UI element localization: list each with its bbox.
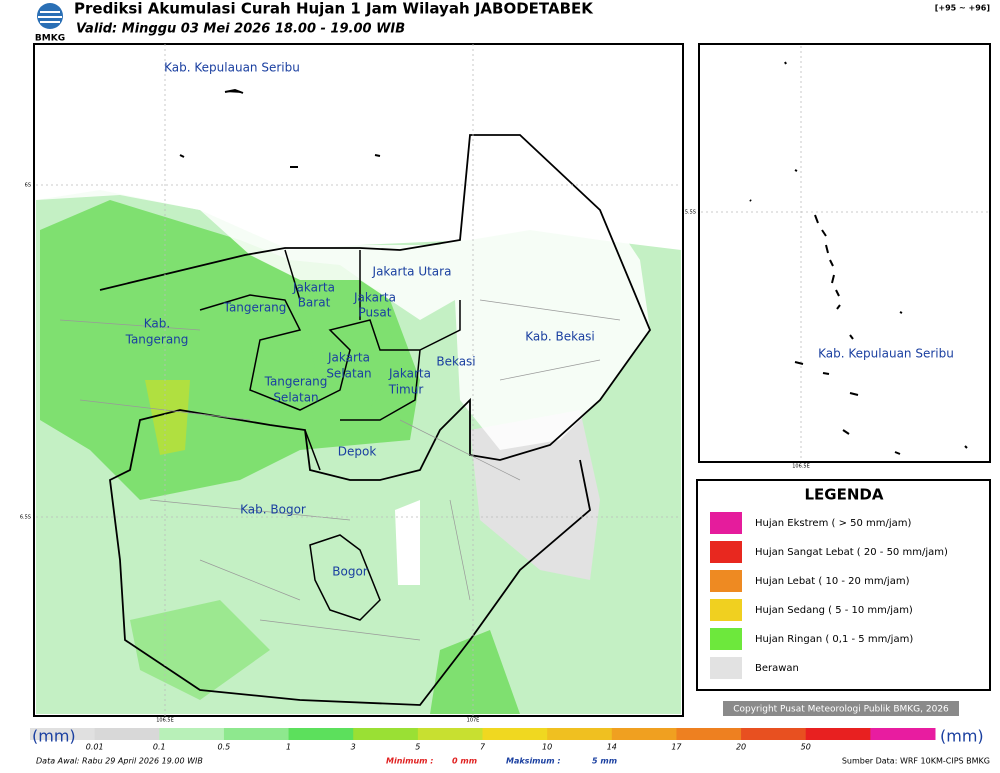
colorbar-segment [223,728,290,740]
colorbar-segment [547,728,613,740]
legend-box [696,479,991,691]
colorbar-unit: (mm) [32,727,76,746]
colorbar-segment [159,728,225,740]
region-label: Kab. [144,317,170,331]
colorbar-label: 20 [736,743,746,752]
lon-label: 106.5E [156,718,173,724]
colorbar-label: 17 [671,743,682,752]
region-label: Pusat [359,306,392,320]
colorbar-label: 0.01 [86,743,104,752]
colorbar-label: 10 [542,743,552,752]
legend-swatch [710,657,742,679]
colorbar-label: 1 [286,743,291,752]
colorbar-segment [611,728,677,740]
colorbar-label: 50 [801,743,811,752]
colorbar-label: 3 [351,743,356,752]
region-label: Timur [388,383,424,397]
colorbar-unit: (mm) [940,727,984,746]
colorbar-segment [482,728,548,740]
legend-label: Hujan Ringan ( 0,1 - 5 mm/jam) [755,634,913,645]
lat-label: 6.5S [20,515,31,521]
lon-label: 107E [467,718,480,724]
source: Sumber Data: WRF 10KM-CIPS BMKG [842,757,990,766]
legend-swatch [710,628,742,650]
colorbar-label: 14 [607,743,617,752]
legend-label: Hujan Sangat Lebat ( 20 - 50 mm/jam) [755,547,948,558]
colorbar-label: 7 [480,743,486,752]
region-label: Barat [298,296,331,310]
colorbar-label: 0.5 [218,743,231,752]
colorbar-segment [417,728,483,740]
colorbar-segment [870,728,936,740]
legend-swatch [710,599,742,621]
colorbar-segment [94,728,160,740]
region-label: Jakarta [327,351,370,365]
colorbar-segment [805,728,871,740]
region-label: Bekasi [436,355,475,369]
region-label: Tangerang [223,301,287,315]
region-label: Jakarta Utara [372,265,452,279]
legend-label: Hujan Sedang ( 5 - 10 mm/jam) [755,605,913,616]
region-label: Jakarta [353,291,396,305]
min-value: 0 mm [452,757,477,766]
data-awal: Data Awal: Rabu 29 April 2026 19.00 WIB [36,757,203,766]
legend-title: LEGENDA [805,486,884,504]
legend-label: Hujan Lebat ( 10 - 20 mm/jam) [755,576,910,587]
colorbar-segment [676,728,742,740]
colorbar-segment [353,728,419,740]
legend-swatch [710,541,742,563]
colorbar-label: 5 [415,743,420,752]
lon-label: 106.5E [792,464,809,470]
region-label: Tangerang [125,333,189,347]
colorbar: 0.01 0.1 0.5 1 3 5 7 10 14 17 20 50 [30,728,936,752]
inset-map [698,43,991,463]
colorbar-segment [288,728,354,740]
legend-swatch [710,570,742,592]
colorbar-segment [741,728,807,740]
legend-label: Hujan Ekstrem ( > 50 mm/jam) [755,518,912,529]
colorbar-label: 0.1 [153,743,166,752]
main-map [33,43,684,717]
legend-swatch [710,512,742,534]
region-label: Tangerang [264,375,328,389]
region-label: Kab. Bekasi [525,330,595,344]
copyright: Copyright Pusat Meteorologi Publik BMKG,… [733,705,949,715]
lat-label: 5.5S [685,210,696,216]
region-label: Depok [338,445,377,459]
lat-label: 6S [25,183,31,189]
min-label: Minimum : [386,757,434,766]
logo: BMKG [35,3,65,44]
region-label: Selatan [273,391,318,405]
legend-items: Hujan Ekstrem ( > 50 mm/jam) Hujan Sangat… [710,512,948,679]
region-label: Kab. Kepulauan Seribu [164,61,300,75]
copyright-box [723,701,959,716]
legend-label: Berawan [755,663,799,674]
region-label: Kab. Bogor [240,503,306,517]
valid-time: Valid: Minggu 03 Mei 2026 18.00 - 19.00 … [76,22,405,37]
max-label: Maksimum : [506,757,561,766]
logo-text: BMKG [35,34,65,44]
range: [+95 ~ +96] [935,4,990,13]
region-label: Jakarta [388,367,431,381]
max-value: 5 mm [592,757,617,766]
region-label: Jakarta [292,281,335,295]
colorbar-segment [30,728,96,740]
region-label: Selatan [326,367,371,381]
title: Prediksi Akumulasi Curah Hujan 1 Jam Wil… [74,0,594,18]
region-label: Kab. Kepulauan Seribu [818,347,954,361]
region-label: Bogor [332,565,368,579]
